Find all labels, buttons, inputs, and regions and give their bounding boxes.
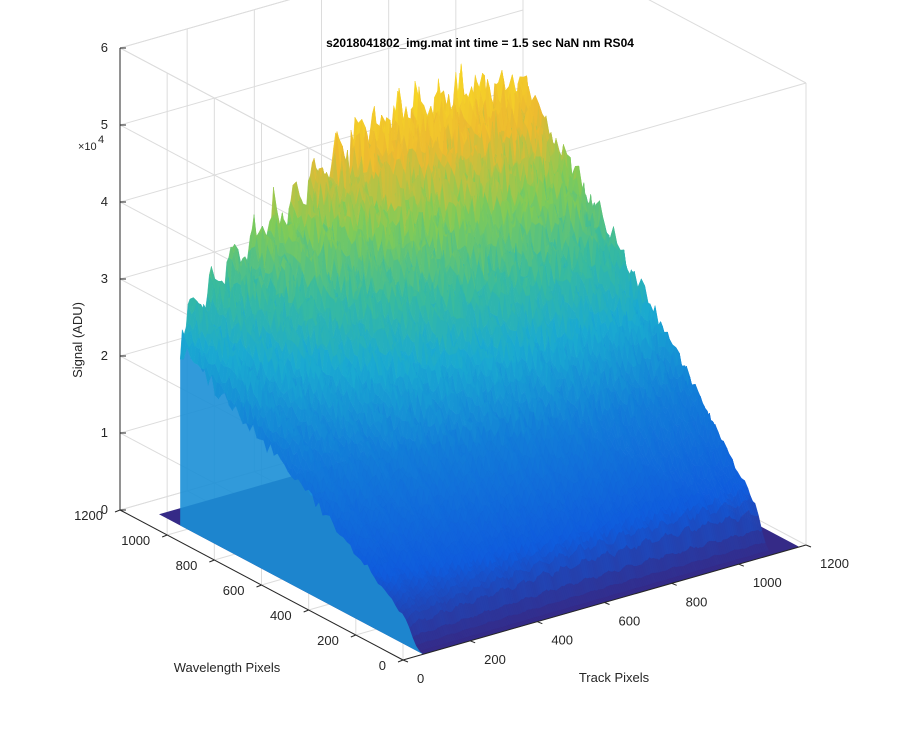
grid-line xyxy=(119,0,291,49)
grid-line xyxy=(648,0,807,84)
grid-line xyxy=(119,9,524,126)
surface-layer xyxy=(159,63,800,655)
